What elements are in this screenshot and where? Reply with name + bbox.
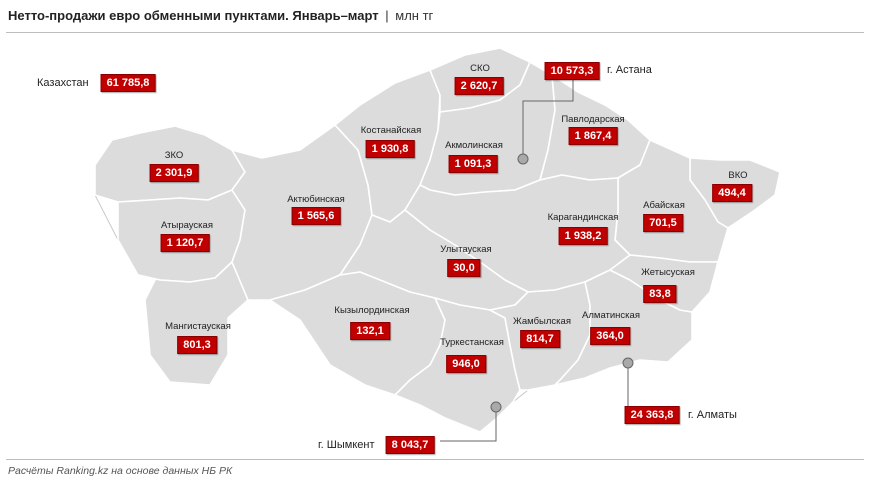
region-value-abai: 701,5 — [643, 214, 683, 232]
region-value-atyrau: 1 120,7 — [160, 234, 210, 252]
region-label-atyrau: Атырауская — [161, 220, 213, 231]
footer-divider — [6, 459, 864, 460]
header-divider — [6, 32, 864, 33]
region-label-sko: СКО — [470, 63, 490, 74]
region-label-zhetysu: Жетысуская — [641, 267, 695, 278]
region-label-kyzylorda: Кызылординская — [334, 305, 410, 316]
region-value-ulytau: 30,0 — [447, 259, 481, 277]
unit-label: млн тг — [395, 8, 434, 23]
region-value-turkestan: 946,0 — [446, 355, 486, 373]
astana-marker[interactable] — [517, 153, 529, 165]
city-label-shymkent: г. Шымкент — [318, 439, 375, 451]
region-mangystau[interactable] — [137, 261, 249, 386]
region-label-ulytau: Улытауская — [440, 244, 492, 255]
region-value-karaganda: 1 938,2 — [558, 227, 608, 245]
region-value-aktobe: 1 565,6 — [291, 207, 341, 225]
source-note: Расчёты Ranking.kz на основе данных НБ Р… — [8, 465, 233, 477]
region-label-turkestan: Туркестанская — [440, 337, 504, 348]
city-label-astana: г. Астана — [607, 64, 652, 76]
city-value-almaty: 24 363,8 — [624, 406, 680, 424]
almaty-marker[interactable] — [622, 357, 634, 369]
region-label-kostanay: Костанайская — [360, 125, 422, 136]
region-value-sko: 2 620,7 — [454, 77, 504, 95]
region-label-vko: ВКО — [728, 170, 748, 181]
shymkent-leader-line — [440, 408, 497, 442]
title-text: Нетто-продажи евро обменными пунктами. Я… — [8, 8, 379, 23]
city-label-almaty: г. Алматы — [688, 409, 737, 421]
region-label-almaty: Алматинская — [582, 310, 640, 321]
region-label-aktobe: Актюбинская — [287, 194, 345, 205]
city-value-shymkent: 8 043,7 — [385, 436, 435, 454]
region-value-zhetysu: 83,8 — [643, 285, 677, 303]
region-value-kyzylorda: 132,1 — [350, 322, 390, 340]
region-value-zhambyl: 814,7 — [520, 330, 560, 348]
region-label-mangystau: Мангистауская — [165, 321, 231, 332]
chart-title: Нетто-продажи евро обменными пунктами. Я… — [8, 8, 433, 23]
region-value-akmola: 1 091,3 — [448, 155, 498, 173]
region-value-pavlodar: 1 867,4 — [568, 127, 618, 145]
region-label-zko: ЗКО — [164, 150, 184, 161]
region-label-akmola: Акмолинская — [445, 140, 503, 151]
region-value-mangystau: 801,3 — [177, 336, 217, 354]
region-label-karaganda: Карагандинская — [547, 212, 619, 223]
region-label-abai: Абайская — [643, 200, 685, 211]
region-value-vko: 494,4 — [712, 184, 752, 202]
region-value-zko: 2 301,9 — [149, 164, 199, 182]
region-value-almaty: 364,0 — [590, 327, 630, 345]
astana-leader-line — [522, 75, 574, 158]
title-separator: | — [385, 8, 389, 23]
city-value-astana: 10 573,3 — [544, 62, 600, 80]
total-value: 61 785,8 — [100, 74, 156, 92]
region-value-kostanay: 1 930,8 — [365, 140, 415, 158]
shymkent-marker[interactable] — [490, 401, 502, 413]
total-label: Казахстан — [37, 77, 89, 89]
region-label-zhambyl: Жамбылская — [513, 316, 571, 327]
region-label-pavlodar: Павлодарская — [561, 114, 625, 125]
